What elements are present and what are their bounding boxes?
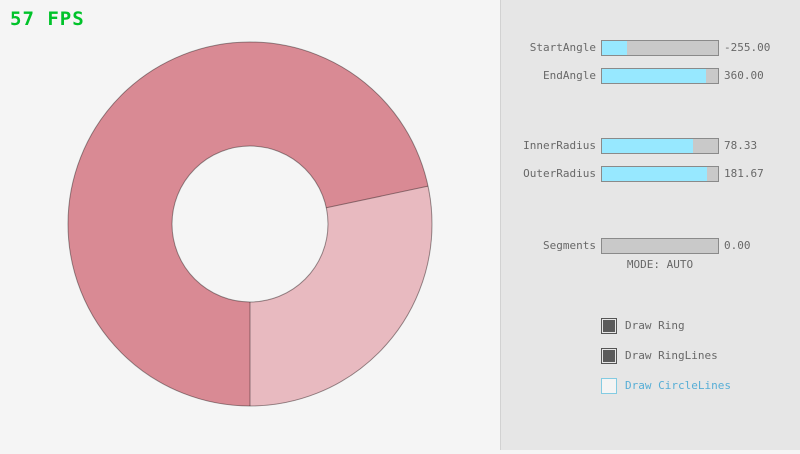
outer-radius-row: OuterRadius 181.67 xyxy=(501,166,800,182)
draw-ringlines-label: Draw RingLines xyxy=(625,349,718,362)
end-angle-slider[interactable] xyxy=(601,68,719,84)
start-angle-row: StartAngle -255.00 xyxy=(501,40,800,56)
inner-radius-row: InnerRadius 78.33 xyxy=(501,138,800,154)
fps-counter: 57 FPS xyxy=(10,8,85,30)
inner-radius-slider[interactable] xyxy=(601,138,719,154)
segments-label: Segments xyxy=(543,239,596,252)
ring-outline-inner xyxy=(171,145,329,303)
segments-slider[interactable] xyxy=(601,238,719,254)
start-angle-slider[interactable] xyxy=(601,40,719,56)
ring-outline-outer xyxy=(67,41,433,407)
checkmark-fill xyxy=(603,320,615,332)
segments-mode-text: MODE: AUTO xyxy=(626,258,694,271)
start-angle-value: -255.00 xyxy=(724,41,771,54)
outer-radius-label: OuterRadius xyxy=(523,167,596,180)
start-angle-slider-fill xyxy=(602,41,628,55)
draw-circlelines-label: Draw CircleLines xyxy=(625,379,731,392)
end-angle-row: EndAngle 360.00 xyxy=(501,68,800,84)
inner-radius-label: InnerRadius xyxy=(523,139,596,152)
inner-radius-value: 78.33 xyxy=(724,139,758,152)
segments-value: 0.00 xyxy=(724,239,751,252)
ring-line-end-angle xyxy=(326,185,429,209)
start-angle-label: StartAngle xyxy=(529,41,596,54)
inner-radius-slider-fill xyxy=(602,139,693,153)
draw-ring-label: Draw Ring xyxy=(625,319,685,332)
end-angle-label: EndAngle xyxy=(543,69,596,82)
draw-ring-checkbox[interactable] xyxy=(601,318,617,334)
segments-row: Segments 0.00 xyxy=(501,238,800,254)
draw-circlelines-checkbox[interactable] xyxy=(601,378,617,394)
checkmark-fill xyxy=(603,350,615,362)
end-angle-value: 360.00 xyxy=(724,69,764,82)
ring-figure xyxy=(67,41,433,407)
outer-radius-value: 181.67 xyxy=(724,167,764,180)
drawing-canvas: 57 FPS xyxy=(10,8,433,407)
end-angle-slider-fill xyxy=(602,69,707,83)
ring-single-sector xyxy=(250,186,432,406)
controls-panel: StartAngle -255.00 EndAngle 360.00 Inner… xyxy=(500,0,800,450)
outer-radius-slider-fill xyxy=(602,167,708,181)
outer-radius-slider[interactable] xyxy=(601,166,719,182)
draw-ringlines-checkbox[interactable] xyxy=(601,348,617,364)
